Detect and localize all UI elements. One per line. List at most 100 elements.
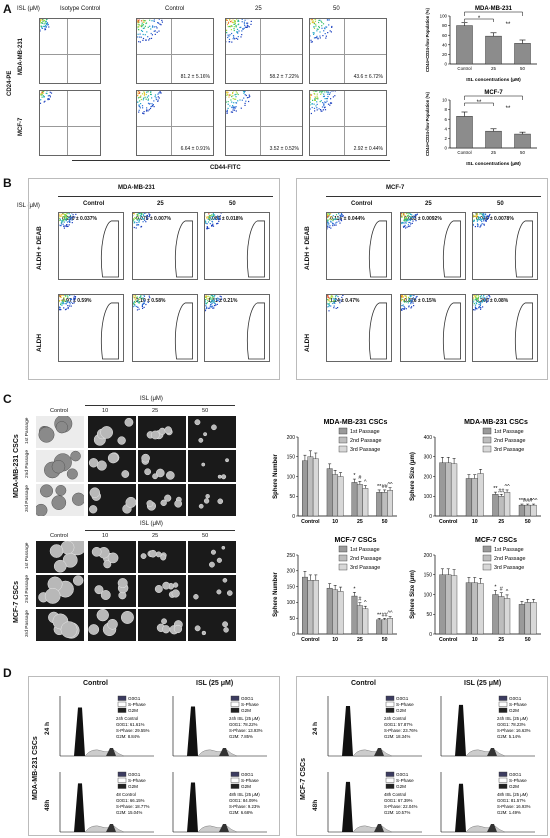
scatter-dot <box>44 29 45 30</box>
g0g1-peak <box>336 706 353 756</box>
scatter-dot <box>144 95 145 96</box>
sphere-drawing <box>138 609 186 641</box>
legend-swatch <box>499 708 507 713</box>
scatter-dot <box>151 97 152 98</box>
scatter-dot <box>228 101 229 102</box>
scatter-dot <box>143 21 144 22</box>
sphere <box>118 578 127 587</box>
scatter-dot <box>139 24 140 25</box>
scatter-dot <box>327 94 328 95</box>
sphere <box>52 460 65 473</box>
significance-mark: ^^^ <box>530 498 538 504</box>
scatter-dot <box>311 94 312 95</box>
scatter-dot <box>327 98 328 99</box>
bar <box>338 477 343 517</box>
sphere <box>204 499 209 504</box>
scatter-dot <box>144 27 145 28</box>
y-tick-label: 100 <box>440 14 448 19</box>
bar <box>352 596 357 634</box>
cell-cycle-stat: G0G1: 57.87% <box>384 722 413 727</box>
panel-c-row-label: 2nd Passage <box>25 575 30 603</box>
sphere-image <box>138 416 186 448</box>
panel-c-isl-header: ISL (μM) <box>140 521 163 527</box>
scatter-dot <box>233 98 234 99</box>
scatter-dot <box>335 91 336 92</box>
scatter-dot <box>46 93 47 94</box>
sphere <box>159 428 166 435</box>
sphere <box>92 547 101 556</box>
x-tick-label: Control <box>439 519 458 525</box>
scatter-dot <box>316 91 317 92</box>
legend-label: 1st Passage <box>494 429 524 435</box>
scatter-dot <box>151 38 152 39</box>
significance-mark: * <box>353 586 356 592</box>
legend-swatch <box>118 696 126 701</box>
scatter-dot <box>44 23 45 24</box>
y-tick-label: 8 <box>445 107 448 112</box>
scatter-dot <box>234 107 235 108</box>
bar <box>302 577 307 634</box>
sphere <box>89 624 99 634</box>
scatter-dot <box>330 98 331 99</box>
scatter-dot <box>149 20 150 21</box>
scatter-dot <box>144 111 145 112</box>
flow-plot-a: 3.52 ± 0.52% <box>225 90 303 156</box>
significance-mark: * <box>494 585 497 591</box>
legend-label: S-Phase <box>241 778 259 783</box>
scatter-dot <box>236 38 237 39</box>
legend-swatch <box>339 546 347 552</box>
scatter-dot <box>233 35 234 36</box>
y-axis-label: Sphere Number <box>273 454 279 499</box>
sphere-drawing <box>138 416 186 448</box>
scatter-dot <box>327 96 328 97</box>
sphere-drawing <box>188 541 236 573</box>
scatter-dot <box>325 98 326 99</box>
sphere-drawing <box>88 541 136 573</box>
bar <box>357 606 362 634</box>
scatter-dot <box>328 92 329 93</box>
scatter-dot <box>233 106 234 107</box>
scatter-dot <box>148 27 149 28</box>
x-tick-label: 25 <box>498 637 504 643</box>
bar <box>504 492 510 516</box>
sphere <box>209 562 214 567</box>
panel-d-label: D <box>3 666 12 680</box>
y-tick-label: 150 <box>287 584 296 590</box>
panel-b-group-title: MCF-7 <box>386 185 404 191</box>
scatter-dot <box>322 106 323 107</box>
cell-cycle-stat: G2M: 1.49% <box>497 810 521 815</box>
panel-c-label: C <box>3 392 12 406</box>
bar <box>457 26 473 64</box>
s-phase-area <box>466 750 505 756</box>
scatter-dot <box>48 95 49 96</box>
scatter-dot <box>243 91 244 92</box>
scatter-dot <box>158 100 159 101</box>
panel-a-isl-header: ISL (μM) <box>17 6 40 12</box>
legend-swatch <box>339 428 347 434</box>
scatter-dot <box>228 35 229 36</box>
scatter-dot <box>314 100 315 101</box>
legend-label: G0G1 <box>128 772 141 777</box>
scatter-dot <box>241 30 242 31</box>
scatter-dot <box>232 112 233 113</box>
cell-cycle-stat: G0G1: 67.39% <box>384 798 413 803</box>
sphere-image <box>188 484 236 516</box>
panel-a-col-isotype: Isotype Control <box>60 6 100 12</box>
y-axis-label: Sphere Number <box>273 572 279 617</box>
cell-cycle-stat: 48h ISL (25 μM) <box>229 792 260 797</box>
cell-cycle-stat: G0G1: 66.15% <box>116 798 145 803</box>
significance-mark: ** <box>477 100 482 106</box>
cell-cycle-stat: G0G1: 81.57% <box>497 798 526 803</box>
s-phase-area <box>85 750 124 756</box>
scatter-dot <box>138 20 139 21</box>
sphere <box>218 499 223 504</box>
panel-c-col-label: Control <box>50 408 68 414</box>
scatter-dot <box>229 41 230 42</box>
scatter-dot <box>156 26 157 27</box>
scatter-dot <box>233 28 234 29</box>
sphere <box>206 494 210 498</box>
scatter-dot <box>235 20 236 21</box>
bar <box>352 482 357 516</box>
scatter-dot <box>231 102 232 103</box>
